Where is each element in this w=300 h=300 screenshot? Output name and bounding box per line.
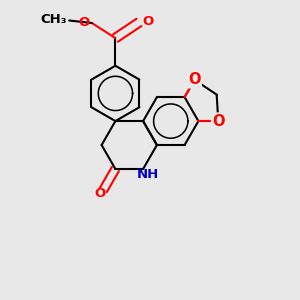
Text: O: O bbox=[142, 15, 153, 28]
Text: O: O bbox=[95, 187, 106, 200]
Text: NH: NH bbox=[136, 168, 159, 181]
Text: O: O bbox=[212, 114, 225, 129]
Text: O: O bbox=[188, 72, 201, 87]
Text: CH₃: CH₃ bbox=[41, 14, 67, 26]
Text: O: O bbox=[79, 16, 90, 28]
